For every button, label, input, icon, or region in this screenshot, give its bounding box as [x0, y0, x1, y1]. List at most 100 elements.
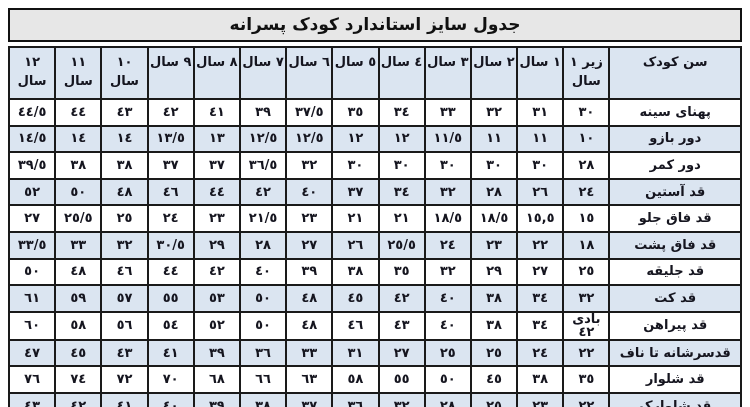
- year-column-header: ٨ سال: [192, 46, 241, 100]
- size-cell: ٣٧: [146, 151, 195, 180]
- size-cell: ٣٠: [377, 151, 426, 180]
- year-column-header: ٧ سال: [238, 46, 288, 100]
- year-column-header: ٢ سال: [469, 46, 519, 100]
- size-cell: ٤٤: [54, 98, 103, 127]
- table-row: قد شلوارک ٢٢ ٢٣ ٢٥ ٢٨ ٣٢ ٣٦ ٣٧ ٣٨ ٣٩ ٤٠ ٤١ ٤٢ ٤٣: [7, 391, 742, 407]
- size-cell: ٣٢: [285, 151, 334, 180]
- size-cell: ٤١: [100, 391, 149, 407]
- size-cell: ٣٢: [100, 230, 149, 260]
- size-cell: ٧٢: [100, 365, 149, 394]
- size-cell: ٣٣: [423, 98, 472, 127]
- size-cell: ٣٥: [377, 257, 426, 287]
- size-cell: ١٨/٥: [469, 204, 519, 233]
- size-cell: ٣٨: [238, 391, 288, 407]
- size-cell: ٥٠: [423, 365, 472, 394]
- size-cell: ٢٩: [192, 230, 241, 260]
- size-cell: ١١: [469, 124, 519, 154]
- size-cell: ٢٥: [562, 257, 611, 287]
- size-cell: ٥٥: [146, 284, 195, 313]
- size-cell: ٢٥/٥: [54, 204, 103, 233]
- size-cell: ١٤: [54, 124, 103, 154]
- size-cell: ٤٢: [238, 177, 288, 207]
- size-cell: بادی ٤٢: [562, 310, 611, 341]
- row-label: قدسرشانه تا ناف: [608, 338, 742, 368]
- size-cell: ٢٨: [469, 177, 519, 207]
- size-cell: ٣٢: [423, 257, 472, 287]
- row-label: قد فاق پشت: [608, 230, 742, 260]
- size-cell: ٤٥: [54, 338, 103, 368]
- size-cell: ٣٤: [516, 310, 565, 341]
- size-cell: ٥٣: [192, 284, 241, 313]
- size-cell: ٥٦: [100, 310, 149, 341]
- size-cell: ٦٨: [192, 365, 241, 394]
- size-cell: ٥٢: [7, 177, 57, 207]
- year-column-header: ٤ سال: [377, 46, 426, 100]
- size-cell: ٢٢: [516, 230, 565, 260]
- size-cell: ٤٢: [377, 284, 426, 313]
- year-column-header: ١٠ سال: [100, 46, 149, 100]
- size-cell: ٢٣: [285, 204, 334, 233]
- size-cell: ١٨/٥: [423, 204, 472, 233]
- size-cell: ٣٦: [331, 391, 380, 407]
- size-cell: ١٢: [377, 124, 426, 154]
- size-cell: ١٤/٥: [7, 124, 57, 154]
- size-cell: ١٣/٥: [146, 124, 195, 154]
- size-cell: ١٣: [192, 124, 241, 154]
- size-cell: ٦٣: [285, 365, 334, 394]
- size-cell: ٥٠: [238, 310, 288, 341]
- table-row: دور بازو ١٠ ١١ ١١ ١١/٥ ١٢ ١٢ ١٢/٥ ١٢/٥ ١٣ ١٣/٥ ١٤ ١٤…: [7, 124, 742, 154]
- size-cell: ٢٣: [192, 204, 241, 233]
- size-cell: ٢٩: [469, 257, 519, 287]
- size-cell: ٣٧: [285, 391, 334, 407]
- size-cell: ٢٥: [423, 338, 472, 368]
- size-cell: ٢٧: [377, 338, 426, 368]
- table-row: قد فاق پشت ١٨ ٢٢ ٢٣ ٢٤ ٢٥/٥ ٢٦ ٢٧ ٢٨ ٢٩ ٣٠/٥ ٣٢ ٣٣ ٣٣…: [7, 230, 742, 260]
- size-cell: ٣٩: [192, 391, 241, 407]
- size-cell: ٤٢: [192, 257, 241, 287]
- row-label: دور بازو: [608, 124, 742, 154]
- year-column-header: ٦ سال: [285, 46, 334, 100]
- size-cell: ٣٩: [285, 257, 334, 287]
- size-cell: ٢١: [377, 204, 426, 233]
- table-row: قد آستین ٢٤ ٢٦ ٢٨ ٣٢ ٣٤ ٣٧ ٤٠ ٤٢ ٤٤ ٤٦ ٤٨ ٥٠ ٥٢: [7, 177, 742, 207]
- size-cell: ٤٨: [285, 310, 334, 341]
- size-cell: ١٨: [562, 230, 611, 260]
- size-cell: ٣٠: [331, 151, 380, 180]
- size-cell: ٢٥: [469, 391, 519, 407]
- size-cell: ١٠: [562, 124, 611, 154]
- size-cell: ١٥: [562, 204, 611, 233]
- size-cell: ٣٠/٥: [146, 230, 195, 260]
- size-cell: ٣٧/٥: [285, 98, 334, 127]
- size-cell: ٤٦: [331, 310, 380, 341]
- size-cell: ٣٠: [423, 151, 472, 180]
- size-cell: ٣٠: [469, 151, 519, 180]
- size-cell: ٣٨: [516, 365, 565, 394]
- size-cell: ٤٨: [54, 257, 103, 287]
- size-cell: ٤٣: [100, 98, 149, 127]
- size-cell: ٢٤: [146, 204, 195, 233]
- header-row: سن کودک زیر ١ سال ١ سال ٢ سال ٣ سال ٤ سال ٥ سا…: [7, 46, 742, 100]
- size-cell: ٣٩: [192, 338, 241, 368]
- size-cell: ٣٦/٥: [238, 151, 288, 180]
- size-cell: ٤٠: [423, 284, 472, 313]
- size-cell: ١١: [516, 124, 565, 154]
- table-row: پهنای سینه ٣٠ ٣١ ٣٢ ٣٣ ٣٤ ٣٥ ٣٧/٥ ٣٩ ٤١ ٤٢ ٤٣ ٤٤ ٤٤/٥: [7, 98, 742, 127]
- size-cell: ٣٨: [331, 257, 380, 287]
- size-cell: ٢٧: [285, 230, 334, 260]
- size-cell: ٣٩: [238, 98, 288, 127]
- size-cell: ٤٤: [192, 177, 241, 207]
- table-body: پهنای سینه ٣٠ ٣١ ٣٢ ٣٣ ٣٤ ٣٥ ٣٧/٥ ٣٩ ٤١ ٤٢ ٤٣ ٤٤ ٤٤/٥…: [7, 98, 742, 407]
- size-cell: ١٢/٥: [285, 124, 334, 154]
- size-cell: ٣٠: [516, 151, 565, 180]
- size-cell: ٣١: [331, 338, 380, 368]
- size-cell: ٣٥: [331, 98, 380, 127]
- table-row: دور کمر ٢٨ ٣٠ ٣٠ ٣٠ ٣٠ ٣٠ ٣٢ ٣٦/٥ ٣٧ ٣٧ ٣٨ ٣٨ ٣٩/٥: [7, 151, 742, 180]
- table-row: قد جلیقه ٢٥ ٢٧ ٢٩ ٣٢ ٣٥ ٣٨ ٣٩ ٤٠ ٤٢ ٤٤ ٤٦ ٤٨ ٥٠: [7, 257, 742, 287]
- size-table: سن کودک زیر ١ سال ١ سال ٢ سال ٣ سال ٤ سال ٥ سا…: [7, 46, 742, 407]
- size-cell: ٢٨: [562, 151, 611, 180]
- table-row: قد پیراهن بادی ٤٢ ٣٤ ٣٨ ٤٠ ٤٣ ٤٦ ٤٨ ٥٠ ٥٢ ٥٤ ٥٦ ٥٨ ٦٠: [7, 310, 742, 341]
- size-cell: ٤٠: [285, 177, 334, 207]
- size-cell: ٣١: [516, 98, 565, 127]
- size-cell: ٣٧: [331, 177, 380, 207]
- size-cell: ٣٢: [423, 177, 472, 207]
